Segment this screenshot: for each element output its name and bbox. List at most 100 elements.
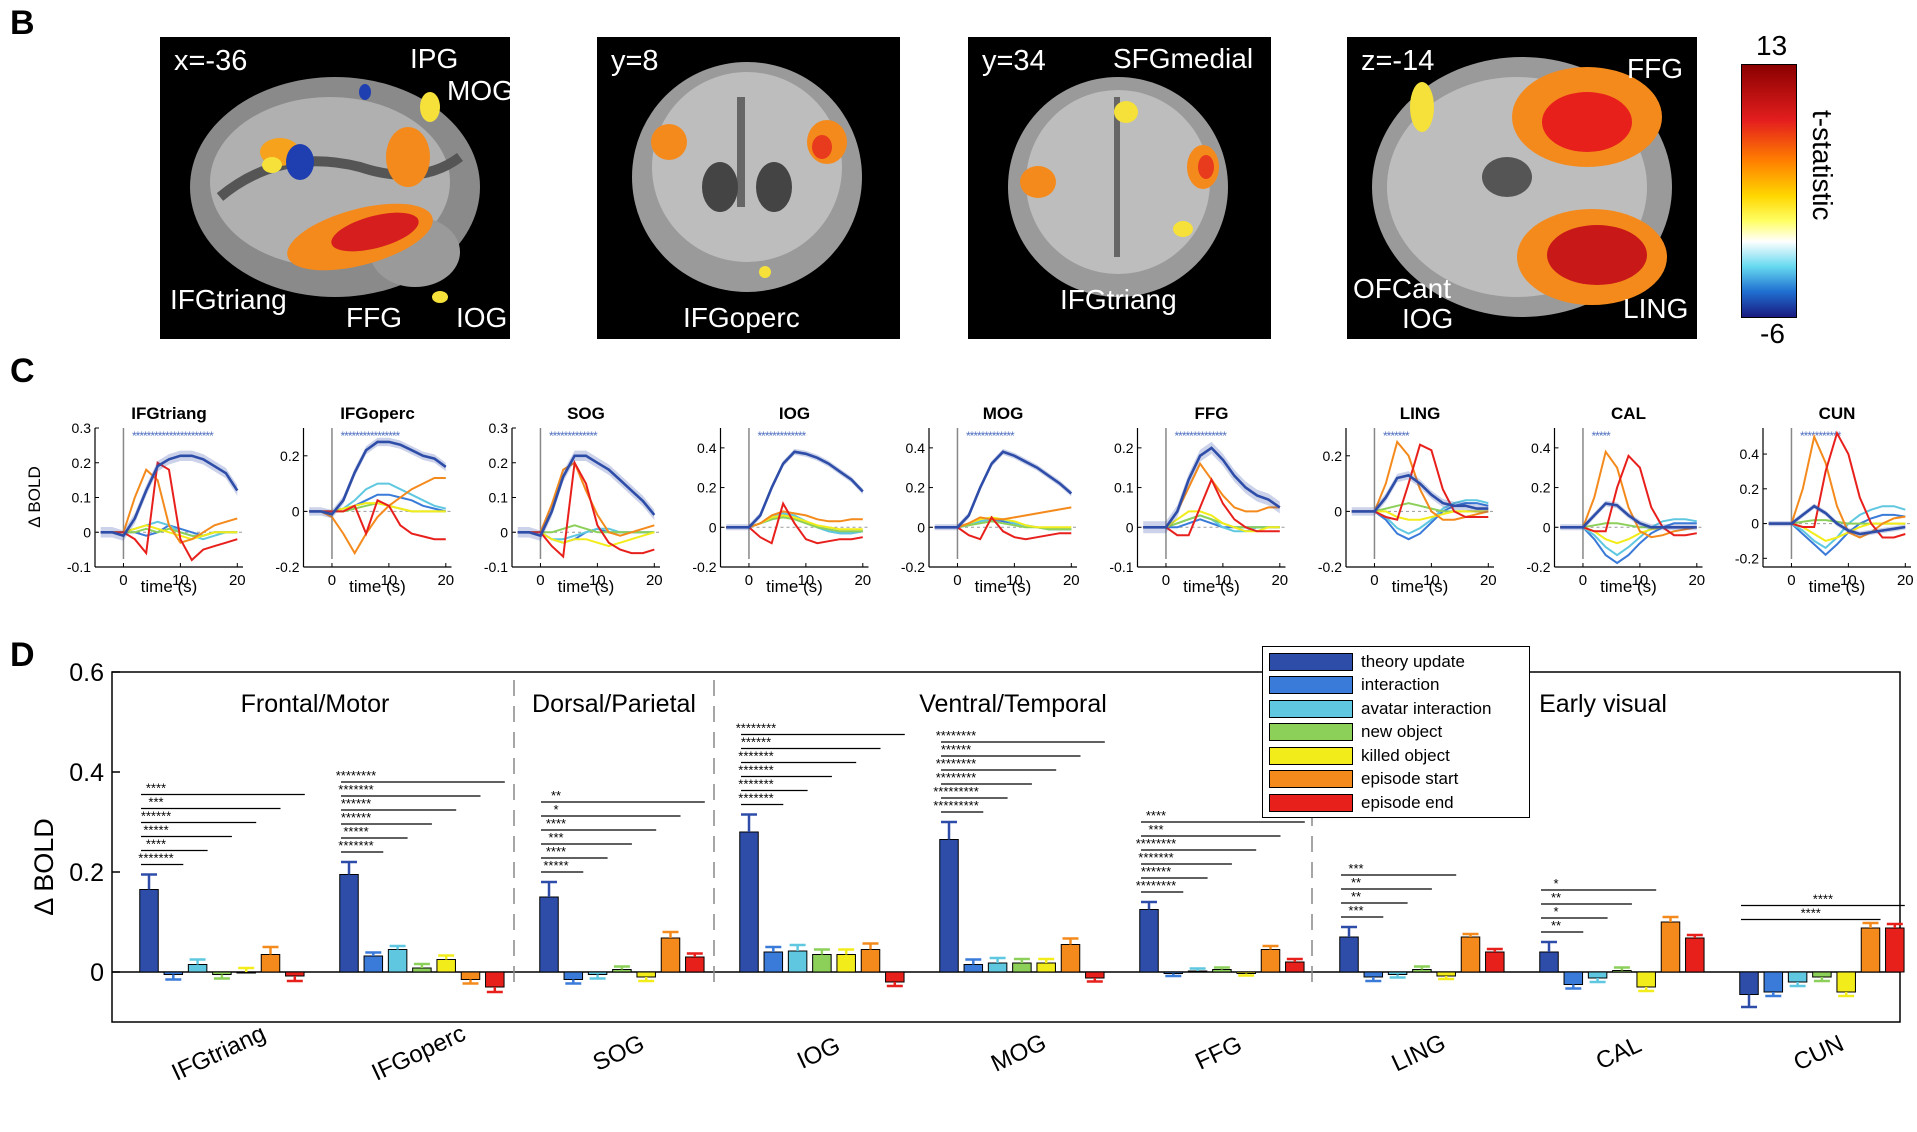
- bar-y-axis-label: Δ BOLD: [29, 818, 59, 916]
- panel-letter-d: D: [10, 636, 35, 674]
- bar: [363, 955, 384, 973]
- legend-label: new object: [1361, 722, 1443, 742]
- significance-stars: *******: [1383, 429, 1410, 443]
- significance-stars: *******: [1138, 850, 1173, 865]
- subplot-title: LING: [1400, 404, 1441, 423]
- y-tick-label: 0.4: [69, 759, 104, 787]
- x-tick-label: 10: [172, 572, 189, 589]
- series-line-episode-end: [100, 461, 238, 562]
- bar: [685, 956, 705, 973]
- y-tick-label: 0.3: [489, 420, 509, 436]
- bar: [939, 839, 959, 973]
- x-tick-label: 20: [1688, 572, 1705, 589]
- significance-stars: *****: [1592, 429, 1612, 443]
- subplot-title: SOG: [567, 404, 605, 423]
- y-tick-label: 0.2: [1740, 481, 1760, 497]
- legend-label: avatar interaction: [1361, 698, 1492, 718]
- significance-stars: ********: [1136, 878, 1176, 893]
- y-tick-label: -0.2: [1735, 550, 1759, 566]
- subplot-title: IFGoperc: [340, 404, 415, 423]
- group-label: Early visual: [1539, 690, 1667, 718]
- bar: [212, 971, 232, 975]
- y-tick-label: 0: [90, 959, 104, 987]
- legend-swatch: [1269, 770, 1353, 789]
- y-tick-label: 0.2: [489, 455, 509, 471]
- y-tick-label: -0.1: [67, 559, 91, 575]
- bar: [1012, 962, 1032, 973]
- bar: [412, 967, 432, 973]
- legend-swatch: [1269, 652, 1353, 671]
- legend-swatch: [1269, 793, 1353, 812]
- series-line-theory-update: [1351, 473, 1489, 513]
- bar: [636, 971, 656, 978]
- significance-stars: ***: [148, 795, 163, 810]
- region-label-ffg: FFG: [1627, 53, 1683, 84]
- legend-item: episode end: [1263, 791, 1529, 815]
- significance-stars: *: [1553, 904, 1558, 919]
- bar: [1836, 971, 1856, 993]
- y-tick-label: 0: [1751, 516, 1759, 532]
- x-tick-label: 10: [1423, 572, 1440, 589]
- x-tick-label: 0: [745, 572, 753, 589]
- bar: [1139, 909, 1159, 973]
- x-axis-label: time (s): [1183, 577, 1240, 596]
- series-line-theory-update: [934, 450, 1073, 529]
- significance-stars: ********: [936, 770, 976, 785]
- category-label: CAL: [1592, 1031, 1646, 1075]
- panel-letter-b: B: [10, 4, 35, 42]
- y-tick-label: 0.4: [697, 440, 717, 456]
- x-tick-label: 20: [1063, 572, 1080, 589]
- y-tick-label: -0.1: [484, 559, 508, 575]
- y-tick-label: 0.4: [1740, 446, 1760, 462]
- bar-group-mog: MOG*************************************…: [933, 728, 1105, 1078]
- legend-swatch: [1269, 699, 1353, 718]
- significance-stars: *****: [343, 824, 368, 839]
- y-tick-label: -0.2: [901, 559, 925, 575]
- x-tick-label: 10: [589, 572, 606, 589]
- brain-slice-coronal-2: y=34 SFGmedial IFGtriang: [968, 37, 1271, 339]
- region-label-ffg: FFG: [346, 302, 402, 333]
- x-tick-label: 10: [798, 572, 815, 589]
- bar-group-ffg: FFG************************************: [1136, 808, 1305, 1076]
- significance-stars: ******: [341, 810, 371, 825]
- bar: [612, 969, 632, 973]
- bar: [485, 971, 505, 988]
- colorbar-max-label: 13: [1756, 30, 1788, 61]
- significance-stars: **: [551, 788, 561, 803]
- bar: [763, 951, 784, 973]
- bar: [1085, 971, 1105, 979]
- y-tick-label: 0.6: [69, 659, 104, 687]
- bar: [1260, 949, 1281, 973]
- region-label-ifgoperc: IFGoperc: [683, 302, 800, 333]
- significance-stars: ***: [1348, 861, 1363, 876]
- brain-slice-axial: z=-14 FFG OFCant IOG LING: [1347, 37, 1697, 339]
- x-tick-label: 10: [1215, 572, 1232, 589]
- bar: [1060, 944, 1081, 973]
- significance-stars: ****: [146, 837, 166, 852]
- bar: [963, 964, 984, 973]
- y-tick-label: 0.2: [1323, 448, 1343, 464]
- y-tick-label: 0: [709, 519, 717, 535]
- significance-stars: *: [553, 802, 558, 817]
- significance-stars: *******: [338, 838, 373, 853]
- category-label: LING: [1388, 1029, 1450, 1077]
- series-line-theory-update: [1143, 446, 1281, 529]
- x-tick-label: 0: [1579, 572, 1587, 589]
- bar: [812, 954, 832, 973]
- subplot-title: MOG: [983, 404, 1024, 423]
- significance-stars: *************: [758, 429, 807, 443]
- x-tick-label: 20: [1480, 572, 1497, 589]
- region-label-ifgtriang: IFGtriang: [170, 284, 287, 315]
- bar: [1812, 971, 1832, 978]
- brain-image: [190, 77, 480, 303]
- y-tick-label: 0: [292, 503, 300, 519]
- bar: [1339, 936, 1359, 973]
- significance-stars: *******: [338, 782, 373, 797]
- bar: [1236, 971, 1256, 974]
- legend-label: killed object: [1361, 745, 1450, 765]
- significance-stars: *************: [549, 429, 598, 443]
- legend-item: interaction: [1263, 674, 1529, 698]
- significance-stars: *******: [738, 777, 773, 792]
- group-label: Frontal/Motor: [241, 690, 390, 718]
